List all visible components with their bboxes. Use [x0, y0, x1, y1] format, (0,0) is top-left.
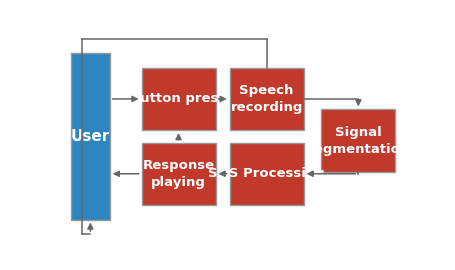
FancyBboxPatch shape	[230, 143, 304, 205]
FancyBboxPatch shape	[142, 68, 216, 130]
Text: Signal
segmentation: Signal segmentation	[307, 126, 410, 156]
Text: SDS Processing: SDS Processing	[208, 167, 325, 180]
Text: Button press: Button press	[131, 92, 227, 105]
FancyBboxPatch shape	[230, 68, 304, 130]
FancyBboxPatch shape	[142, 143, 216, 205]
Text: User: User	[71, 129, 110, 144]
Text: Response
playing: Response playing	[142, 159, 215, 189]
FancyBboxPatch shape	[71, 53, 110, 220]
Text: Speech
recording: Speech recording	[231, 84, 303, 114]
FancyBboxPatch shape	[321, 109, 395, 172]
